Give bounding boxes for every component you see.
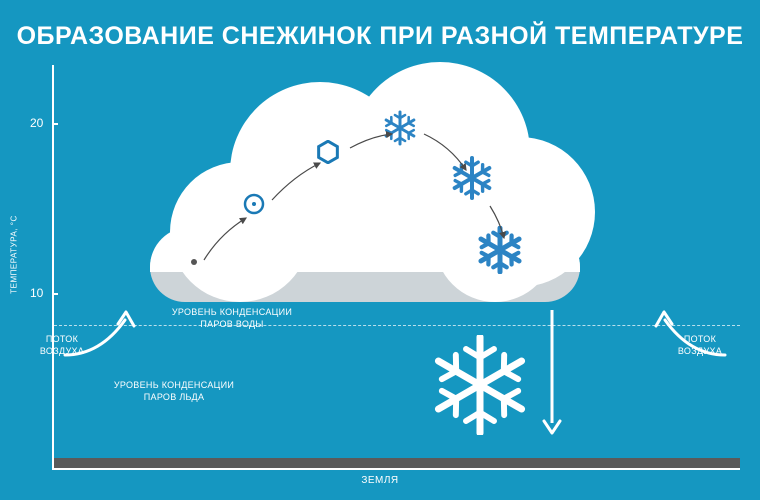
label-air_left: ПОТОК ВОЗДУХА — [40, 334, 84, 357]
page-title: ОБРАЗОВАНИЕ СНЕЖИНОК ПРИ РАЗНОЙ ТЕМПЕРАТ… — [0, 22, 760, 51]
ground-bar — [54, 458, 740, 468]
label-water_condensation: УРОВЕНЬ КОНДЕНСАЦИИ ПАРОВ ВОДЫ — [172, 307, 292, 330]
stage-snow-small — [382, 110, 418, 146]
label-air_right: ПОТОК ВОЗДУХА — [678, 334, 722, 357]
y-tick: 10 — [30, 286, 43, 300]
stage-hexagon — [316, 140, 340, 164]
falling-snowflake-icon — [430, 335, 530, 440]
y-tick: 20 — [30, 116, 43, 130]
x-axis-label: ЗЕМЛЯ — [0, 475, 760, 486]
stage-snow-large — [476, 226, 524, 274]
fall-arrow-icon — [540, 310, 564, 440]
label-ice_condensation: УРОВЕНЬ КОНДЕНСАЦИИ ПАРОВ ЛЬДА — [114, 380, 234, 403]
stage-snow-med — [450, 156, 494, 200]
stage-dot — [191, 259, 197, 265]
y-axis-title: ТЕМПЕРАТУРА, °С — [10, 215, 19, 294]
stage-circle-dot — [243, 193, 265, 215]
